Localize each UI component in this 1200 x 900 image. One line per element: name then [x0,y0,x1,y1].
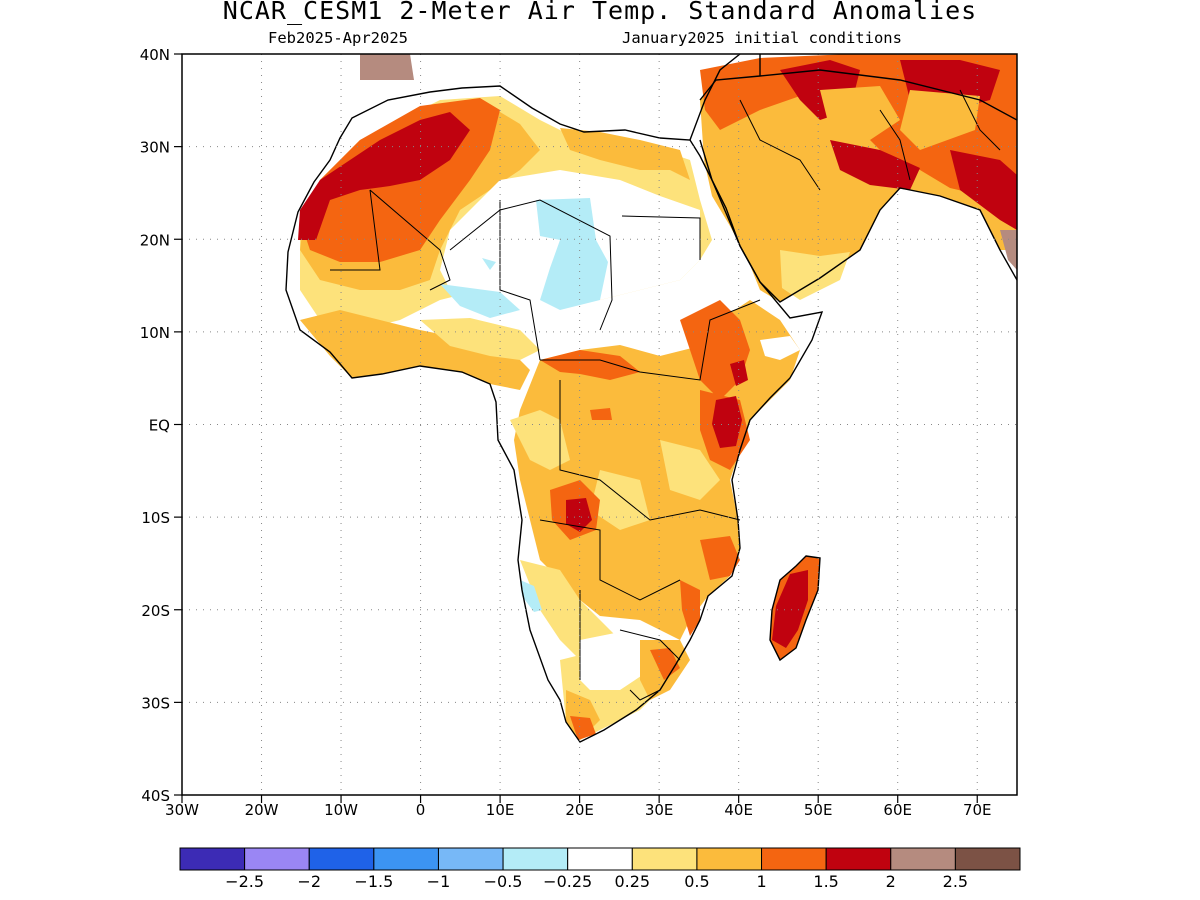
colorbar [179,847,1021,871]
lat-tick-label: 20S [141,602,170,620]
lon-tick-label: 20W [245,801,279,819]
lon-tick-label: 40E [724,801,753,819]
colorbar-swatch [696,847,763,871]
colorbar-swatch [244,847,310,871]
arabia-interior [820,86,980,150]
sahel-yellow [420,318,540,360]
sahel-orange [300,310,530,390]
colorbar-swatch [437,847,504,871]
colorbar-label: 1 [756,872,767,891]
colorbar-swatch [825,847,892,871]
anomaly-fields [286,54,1017,742]
central-sahara-cool [440,198,608,318]
colorbar-swatch [502,847,569,871]
colorbar-label: 0.5 [684,872,710,891]
southern-africa-hot [570,648,680,740]
lat-tick-label: 30S [141,694,170,712]
madagascar-red [772,570,808,648]
initial-conditions: January2025 initial conditions [622,29,902,47]
horn-white [760,336,800,360]
colorbar-label: −1 [426,872,451,891]
lon-tick-label: 30W [165,801,199,819]
lon-tick-label: 0 [416,801,426,819]
country-borders [330,89,1001,701]
chart-title: NCAR_CESM1 2-Meter Air Temp. Standard An… [222,0,978,25]
lon-tick-label: 30E [645,801,674,819]
lat-tick-label: 10S [141,509,170,527]
forecast-period: Feb2025-Apr2025 [268,29,408,47]
colorbar-label: −0.25 [543,872,593,891]
lat-tick-label: 40S [141,787,170,805]
lon-tick-label: 50E [804,801,833,819]
colorbar-swatch [761,847,827,871]
lon-tick-label: 60E [883,801,912,819]
colorbar-label: −2 [297,872,322,891]
colorbar-label: 2 [885,872,896,891]
morocco-red [298,112,470,240]
colorbar-swatch [954,847,1021,871]
atlas-brown [360,54,414,80]
colorbar-label: −2.5 [225,872,265,891]
colorbar-swatch [631,847,698,871]
india-brown [1000,230,1017,270]
central-africa-yellow [510,410,720,660]
colorbar-label: −0.5 [483,872,523,891]
lat-tick-label: 20N [140,231,170,249]
lon-tick-label: 70E [963,801,992,819]
lat-axis: 40N 30N 20N 10N EQ 10S 20S 30S 40S [140,46,182,805]
central-africa-hotspots [540,300,750,636]
colorbar-swatch [308,847,375,871]
lat-tick-label: 10N [140,324,170,342]
lon-axis: 30W 20W 10W 0 10E 20E 30E 40E 50E 60E 70E [165,795,992,819]
colorbar-label: −1.5 [354,872,394,891]
colorbar-swatch [373,847,439,871]
east-africa-red [566,360,748,532]
lon-tick-label: 10E [486,801,515,819]
yemen-yellow [780,250,850,300]
namibia-cool [520,580,542,612]
lat-tick-label: 30N [140,139,170,157]
lat-tick-label: 40N [140,46,170,64]
colorbar-label: 0.25 [614,872,651,891]
colorbar-label: 1.5 [813,872,839,891]
colorbar-swatch [179,847,246,871]
lat-tick-label: EQ [149,417,170,435]
lon-tick-label: 10W [324,801,358,819]
colorbar-label: 2.5 [942,872,969,891]
lon-tick-label: 20E [565,801,594,819]
colorbar-swatch [567,847,633,871]
colorbar-swatch [890,847,956,871]
coastlines [285,54,1017,743]
